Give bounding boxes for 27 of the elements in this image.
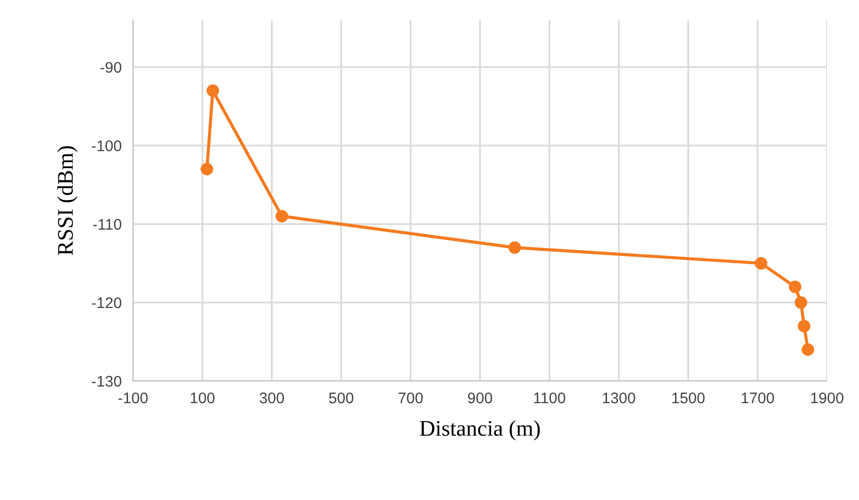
x-tick-label: 300 bbox=[260, 392, 284, 404]
point bbox=[508, 241, 521, 254]
y-tick-label: -120 bbox=[92, 297, 122, 308]
y-tick-label: -110 bbox=[93, 218, 122, 230]
x-tick-label: 1300 bbox=[602, 392, 636, 404]
point bbox=[200, 162, 214, 176]
x-tick-label: 1100 bbox=[534, 392, 566, 404]
y-tick-label: -100 bbox=[92, 140, 122, 152]
x-tick-label: 1900 bbox=[811, 392, 844, 404]
point bbox=[206, 84, 220, 97]
x-tick-label: 900 bbox=[468, 392, 492, 404]
x-tick-label: 1700 bbox=[742, 392, 774, 404]
point bbox=[798, 320, 810, 332]
x-axis-title: Distancia (m) bbox=[420, 420, 540, 440]
point bbox=[754, 257, 768, 270]
x-tick-label: 1500 bbox=[672, 392, 705, 404]
y-tick-label: -130 bbox=[92, 376, 122, 387]
point bbox=[802, 343, 814, 356]
point bbox=[794, 296, 808, 309]
x-tick-label: 500 bbox=[329, 392, 354, 404]
point bbox=[276, 210, 288, 222]
x-tick-label: 700 bbox=[398, 392, 423, 404]
point bbox=[788, 280, 802, 294]
y-tick-label: -90 bbox=[100, 62, 122, 73]
x-tick-label: 100 bbox=[190, 392, 215, 404]
y-axis-title: RSSI (dBm) bbox=[57, 146, 78, 256]
x-tick-label: -100 bbox=[118, 392, 148, 404]
